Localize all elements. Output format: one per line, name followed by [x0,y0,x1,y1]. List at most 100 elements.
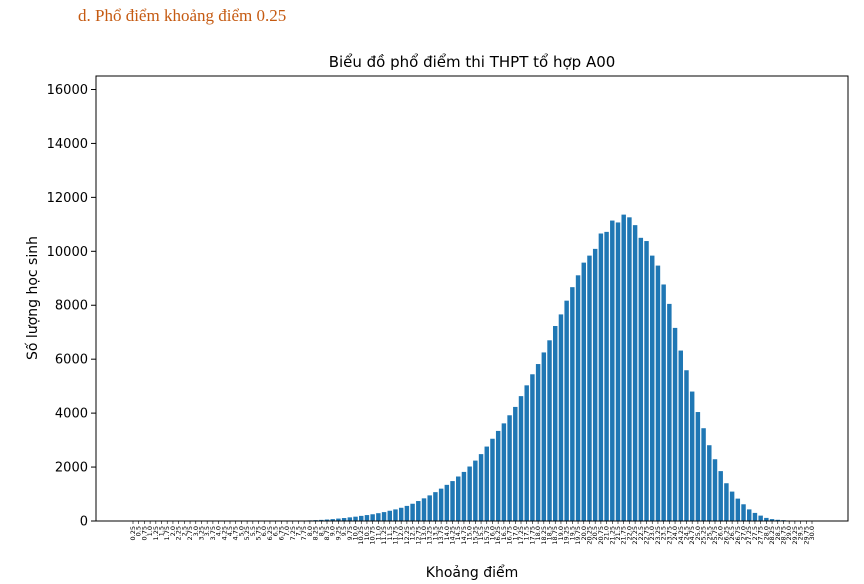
x-tick-label: 22.0 [625,526,633,540]
x-tick-label: 22.75 [643,526,651,545]
x-tick-label: 13.75 [437,526,445,545]
bar-17.25 [518,396,524,521]
x-tick-label: 7.5 [294,526,302,536]
bar-9.5 [341,518,347,521]
x-tick-label: 4.25 [220,526,228,540]
x-tick-label: 25.0 [694,526,702,540]
x-tick-label: 13.0 [420,526,428,540]
x-tick-label: 12.0 [397,526,405,540]
x-tick-label: 2.0 [169,526,177,536]
x-tick-label: 12.5 [409,526,417,540]
plot-frame [95,75,849,522]
bar-20.0 [581,262,586,521]
bar-14.75 [461,471,467,521]
bar-11.25 [381,512,387,521]
x-tick-label: 13.25 [426,526,434,545]
x-tick-label: 4.5 [226,526,234,536]
x-tick-label: 1.75 [163,526,171,540]
x-tick-label: 0.25 [129,526,137,540]
x-tick-label: 11.5 [386,526,394,540]
bar-10.0 [353,516,358,521]
x-tick-label: 16.0 [488,526,496,540]
y-tick-label: 4000 [55,407,88,422]
bar-11.0 [376,513,381,521]
bar-8.5 [319,519,324,521]
bar-26.0 [718,471,723,521]
x-tick-label: 21.25 [608,526,616,545]
bar-17.75 [530,374,535,521]
bar-15.0 [467,466,472,521]
x-tick-label: 20.25 [585,526,593,545]
bar-28.5 [775,519,780,521]
bar-22.25 [632,225,638,521]
bar-13.0 [421,498,427,521]
x-tick-label: 20.0 [580,526,588,540]
bar-28.0 [764,517,769,521]
x-tick-label: 21.0 [603,526,611,540]
x-tick-label: 11.25 [380,526,388,545]
x-tick-label: 8.25 [312,526,320,540]
bar-15.75 [484,446,489,521]
bar-24.75 [689,391,695,521]
x-tick-label: 18.0 [534,526,542,540]
x-tick-label: 14.25 [449,526,457,545]
x-tick-label: 5.25 [243,526,251,540]
bar-16.5 [501,423,507,521]
x-tick-label: 23.25 [654,526,662,545]
x-tick-label: 10.5 [363,526,371,540]
x-tick-label: 19.25 [563,526,571,545]
x-tick-label: 26.75 [734,526,742,545]
x-tick-label: 19.0 [557,526,565,540]
x-tick-label: 14.0 [443,526,451,540]
x-tick-label: 25.75 [711,526,719,545]
x-tick-label: 27.75 [757,526,765,545]
bar-19.0 [558,314,564,521]
x-tick-label: 4.0 [215,526,223,536]
chart-title: Biểu đồ phổ điểm thi THPT tổ hợp A00 [329,53,616,71]
bar-21.0 [604,231,609,521]
section-heading: d. Phổ điểm khoảng điểm 0.25 [78,6,287,25]
x-tick-label: 14.5 [454,526,462,540]
bar-21.5 [615,222,621,521]
x-tick-label: 7.75 [300,526,308,540]
bar-25.5 [707,445,712,521]
bar-28.25 [769,519,775,521]
x-tick-label: 3.5 [203,526,211,536]
bar-9.75 [347,517,353,521]
x-tick-label: 0.75 [140,526,148,540]
y-tick-label: 8000 [55,299,88,314]
x-tick-label: 22.5 [637,526,645,540]
bar-27.5 [752,512,758,521]
x-tick-label: 16.25 [494,526,502,545]
y-tick-label: 6000 [55,353,88,368]
bar-18.5 [547,340,552,521]
x-tick-label: 25.5 [705,526,713,540]
x-tick-label: 9.25 [334,526,342,540]
bar-13.75 [438,488,444,521]
x-tick-label: 1.5 [158,526,166,536]
y-tick-label: 12000 [47,191,88,206]
bar-26.75 [735,498,741,521]
bar-9.25 [336,518,341,521]
bar-26.25 [724,483,729,521]
x-tick-label: 20.5 [591,526,599,540]
x-tick-label: 27.0 [740,526,748,540]
x-tick-label: 15.5 [477,526,485,540]
x-tick-label: 12.25 [403,526,411,545]
x-axis: 0.250.50.751.01.251.51.752.02.252.52.753… [129,521,816,545]
x-tick-label: 5.75 [255,526,263,540]
y-tick-label: 10000 [47,245,88,260]
x-tick-label: 18.75 [551,526,559,545]
bar-12.25 [404,505,410,521]
x-tick-label: 17.75 [528,526,536,545]
x-tick-label: 26.25 [722,526,730,545]
x-tick-label: 14.75 [460,526,468,545]
x-tick-label: 3.0 [192,526,200,536]
x-tick-label: 26.5 [728,526,736,540]
x-tick-label: 5.5 [249,526,257,536]
bar-15.25 [473,460,478,521]
x-tick-label: 24.25 [677,526,685,545]
x-tick-label: 13.5 [431,526,439,540]
bar-22.0 [627,217,632,521]
y-axis-title: Số lượng học sinh [24,236,41,360]
